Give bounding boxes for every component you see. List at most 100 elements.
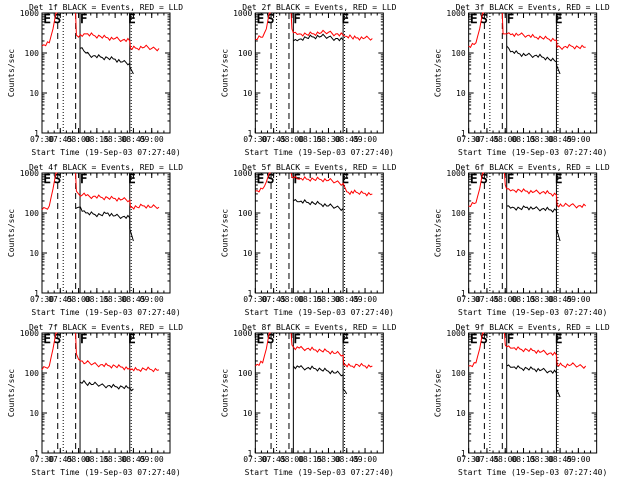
y-tick-label: 100	[238, 369, 253, 378]
x-tick-label: 08:00	[67, 135, 91, 144]
y-tick-label: 1	[248, 129, 253, 138]
x-tick-label: 08:30	[530, 455, 554, 464]
segment-label: E	[128, 332, 135, 346]
chart-title: Det 9f BLACK = Events, RED = LLD	[456, 323, 610, 332]
chart-title: Det 2f BLACK = Events, RED = LLD	[242, 3, 396, 12]
x-axis-label: Start Time (19-Sep-03 07:27:40)	[31, 148, 180, 157]
segment-label: F	[80, 12, 87, 26]
y-tick-label: 100	[25, 49, 40, 58]
y-tick-label: 1	[34, 289, 39, 298]
plot-frame	[468, 12, 598, 134]
x-tick-label: 09:00	[566, 295, 590, 304]
series-line-lld	[255, 172, 271, 193]
x-axis-label: Start Time (19-Sep-03 07:27:40)	[458, 308, 607, 317]
y-tick-label: 10	[456, 249, 466, 258]
x-tick-label: 08:45	[548, 135, 572, 144]
x-tick-label: 07:45	[475, 455, 499, 464]
series-line-lld	[75, 12, 160, 52]
y-axis-label: Counts/sec	[220, 49, 229, 97]
x-tick-label: 08:15	[85, 295, 109, 304]
segment-label: S	[480, 12, 487, 26]
x-tick-label: 08:15	[85, 455, 109, 464]
y-tick-label: 10	[29, 89, 39, 98]
plot-frame	[41, 332, 171, 454]
x-tick-label: 08:00	[280, 135, 304, 144]
x-tick-label: 07:45	[48, 295, 72, 304]
series-line-events	[79, 47, 134, 75]
x-tick-label: 08:15	[85, 135, 109, 144]
x-tick-label: 09:00	[566, 135, 590, 144]
y-tick-label: 1000	[233, 329, 252, 338]
series-line-lld	[41, 332, 58, 371]
segment-label: F	[293, 332, 300, 346]
x-tick-label: 07:45	[262, 455, 286, 464]
series-line-lld	[468, 172, 485, 208]
plot-frame	[254, 332, 384, 454]
x-tick-label: 09:00	[140, 455, 164, 464]
segment-label: E	[555, 172, 562, 186]
x-tick-label: 08:45	[121, 135, 145, 144]
x-tick-label: 09:00	[140, 295, 164, 304]
segment-label: E	[555, 332, 562, 346]
series-line-lld	[468, 332, 485, 368]
y-axis-label: Counts/sec	[434, 369, 443, 417]
series-line-events	[506, 364, 561, 398]
x-tick-label: 09:00	[353, 295, 377, 304]
y-axis-label: Counts/sec	[7, 49, 16, 97]
y-axis-label: Counts/sec	[434, 49, 443, 97]
plot-frame	[254, 172, 384, 294]
series-line-lld	[468, 12, 485, 49]
y-axis-label: Counts/sec	[220, 369, 229, 417]
series-line-lld	[75, 172, 160, 210]
series-line-lld	[503, 172, 587, 209]
segment-label: E	[257, 172, 264, 186]
x-tick-label: 08:15	[298, 135, 322, 144]
y-axis-label: Counts/sec	[7, 369, 16, 417]
x-tick-label: 08:45	[548, 295, 572, 304]
x-axis-label: Start Time (19-Sep-03 07:27:40)	[245, 468, 394, 477]
x-tick-label: 08:15	[511, 135, 535, 144]
x-tick-label: 08:00	[280, 295, 304, 304]
chart-title: Det 8f BLACK = Events, RED = LLD	[242, 323, 396, 332]
y-axis-label: Counts/sec	[7, 209, 16, 257]
segment-label: E	[470, 172, 477, 186]
segment-label: F	[80, 332, 87, 346]
x-tick-label: 07:30	[243, 455, 267, 464]
series-line-events	[506, 205, 561, 242]
x-tick-label: 07:30	[30, 295, 54, 304]
x-tick-label: 08:00	[67, 455, 91, 464]
segment-label: E	[470, 12, 477, 26]
y-tick-label: 1	[248, 449, 253, 458]
series-line-lld	[41, 12, 58, 47]
y-tick-label: 1000	[20, 9, 39, 18]
x-tick-label: 07:45	[262, 135, 286, 144]
segment-label: F	[507, 12, 514, 26]
segment-label: E	[43, 172, 50, 186]
series-line-events	[293, 33, 344, 42]
y-tick-label: 1	[34, 129, 39, 138]
segment-label: E	[128, 172, 135, 186]
y-tick-label: 1000	[20, 329, 39, 338]
x-tick-label: 08:30	[316, 135, 340, 144]
chart-panel-4: Det 4f BLACK = Events, RED = LLD Counts/s…	[7, 163, 183, 317]
chart-title: Det 3f BLACK = Events, RED = LLD	[456, 3, 610, 12]
x-tick-label: 08:45	[335, 295, 359, 304]
x-tick-label: 08:45	[121, 295, 145, 304]
chart-panel-3: Det 3f BLACK = Events, RED = LLD Counts/s…	[434, 3, 610, 157]
y-tick-label: 100	[238, 209, 253, 218]
x-tick-label: 09:00	[353, 135, 377, 144]
x-tick-label: 08:30	[103, 135, 127, 144]
chart-panel-2: Det 2f BLACK = Events, RED = LLD Counts/s…	[220, 3, 396, 157]
y-tick-label: 1000	[446, 9, 465, 18]
y-tick-label: 1000	[446, 169, 465, 178]
y-tick-label: 100	[451, 49, 466, 58]
x-tick-label: 08:00	[493, 455, 517, 464]
segment-label: S	[267, 172, 274, 186]
x-tick-label: 07:30	[457, 295, 481, 304]
series-line-events	[79, 379, 134, 392]
x-tick-label: 08:30	[530, 135, 554, 144]
segment-label: E	[128, 12, 135, 26]
plot-frame	[41, 172, 171, 294]
x-tick-label: 07:45	[48, 455, 72, 464]
y-tick-label: 1000	[20, 169, 39, 178]
